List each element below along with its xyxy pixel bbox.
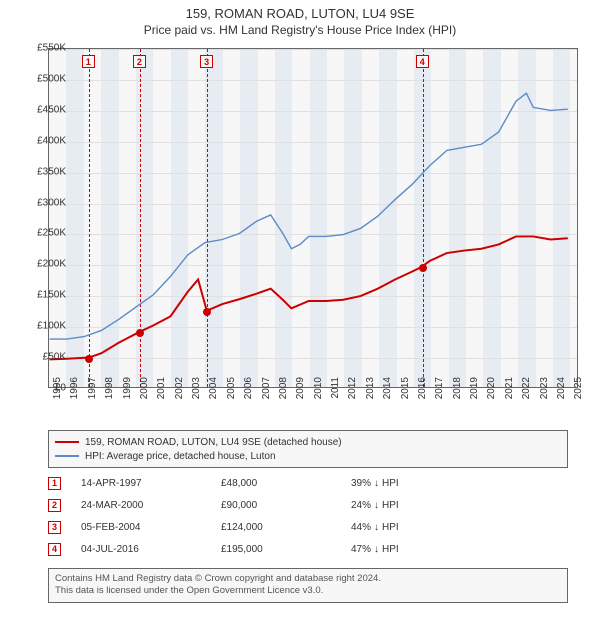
x-tick-label: 2006 bbox=[243, 377, 254, 407]
x-tick-label: 2000 bbox=[139, 377, 150, 407]
sale-diff-4: 47%↓HPI bbox=[351, 544, 471, 555]
sale-diff-1: 39%↓HPI bbox=[351, 478, 471, 489]
sale-dot bbox=[419, 264, 427, 272]
x-tick-label: 2005 bbox=[226, 377, 237, 407]
title-line-2: Price paid vs. HM Land Registry's House … bbox=[0, 23, 600, 37]
sale-dot bbox=[136, 329, 144, 337]
x-tick-label: 2022 bbox=[521, 377, 532, 407]
sale-dot bbox=[203, 308, 211, 316]
x-tick-label: 2004 bbox=[208, 377, 219, 407]
x-tick-label: 2019 bbox=[469, 377, 480, 407]
legend-label-property: 159, ROMAN ROAD, LUTON, LU4 9SE (detache… bbox=[85, 437, 342, 448]
plot-area: 1 2 3 4 bbox=[48, 48, 578, 388]
sale-marker-4: 4 bbox=[48, 543, 61, 556]
x-tick-label: 2011 bbox=[330, 377, 341, 407]
x-tick-label: 1995 bbox=[52, 377, 63, 407]
sale-marker-1: 1 bbox=[48, 477, 61, 490]
y-tick-label: £50K bbox=[22, 352, 66, 363]
sale-event-marker: 3 bbox=[200, 55, 213, 68]
x-tick-label: 1996 bbox=[69, 377, 80, 407]
series-property bbox=[50, 236, 568, 359]
sale-date-3: 05-FEB-2004 bbox=[81, 522, 221, 533]
x-tick-label: 2020 bbox=[486, 377, 497, 407]
sale-row-1: 1 14-APR-1997 £48,000 39%↓HPI bbox=[48, 472, 568, 494]
x-tick-label: 2008 bbox=[278, 377, 289, 407]
x-tick-label: 2015 bbox=[400, 377, 411, 407]
y-tick-label: £250K bbox=[22, 228, 66, 239]
x-tick-label: 2010 bbox=[313, 377, 324, 407]
x-tick-label: 1997 bbox=[87, 377, 98, 407]
sale-diff-2: 24%↓HPI bbox=[351, 500, 471, 511]
chart-title-block: 159, ROMAN ROAD, LUTON, LU4 9SE Price pa… bbox=[0, 0, 600, 37]
x-tick-label: 2009 bbox=[295, 377, 306, 407]
sale-row-2: 2 24-MAR-2000 £90,000 24%↓HPI bbox=[48, 494, 568, 516]
x-tick-label: 2007 bbox=[261, 377, 272, 407]
sale-diff-3: 44%↓HPI bbox=[351, 522, 471, 533]
x-tick-label: 2001 bbox=[156, 377, 167, 407]
sale-event-marker: 1 bbox=[82, 55, 95, 68]
y-tick-label: £100K bbox=[22, 321, 66, 332]
attribution-line-2: This data is licensed under the Open Gov… bbox=[55, 585, 561, 597]
y-tick-label: £400K bbox=[22, 135, 66, 146]
sale-row-4: 4 04-JUL-2016 £195,000 47%↓HPI bbox=[48, 538, 568, 560]
y-tick-label: £300K bbox=[22, 197, 66, 208]
x-tick-label: 2012 bbox=[347, 377, 358, 407]
y-tick-label: £150K bbox=[22, 290, 66, 301]
sale-date-1: 14-APR-1997 bbox=[81, 478, 221, 489]
sale-dot bbox=[85, 355, 93, 363]
legend-item-property: 159, ROMAN ROAD, LUTON, LU4 9SE (detache… bbox=[55, 435, 561, 449]
x-tick-label: 1998 bbox=[104, 377, 115, 407]
legend-item-hpi: HPI: Average price, detached house, Luto… bbox=[55, 449, 561, 463]
title-line-1: 159, ROMAN ROAD, LUTON, LU4 9SE bbox=[0, 6, 600, 21]
x-tick-label: 1999 bbox=[122, 377, 133, 407]
sale-price-4: £195,000 bbox=[221, 544, 351, 555]
sale-event-marker: 4 bbox=[416, 55, 429, 68]
x-tick-label: 2025 bbox=[573, 377, 584, 407]
y-tick-label: £500K bbox=[22, 73, 66, 84]
y-tick-label: £350K bbox=[22, 166, 66, 177]
sale-date-4: 04-JUL-2016 bbox=[81, 544, 221, 555]
x-tick-label: 2003 bbox=[191, 377, 202, 407]
sale-price-2: £90,000 bbox=[221, 500, 351, 511]
x-tick-label: 2018 bbox=[452, 377, 463, 407]
x-tick-label: 2014 bbox=[382, 377, 393, 407]
x-tick-label: 2017 bbox=[434, 377, 445, 407]
legend-swatch-hpi bbox=[55, 455, 79, 457]
legend-swatch-property bbox=[55, 441, 79, 443]
x-tick-label: 2013 bbox=[365, 377, 376, 407]
sale-date-2: 24-MAR-2000 bbox=[81, 500, 221, 511]
y-tick-label: £550K bbox=[22, 43, 66, 54]
legend-label-hpi: HPI: Average price, detached house, Luto… bbox=[85, 451, 276, 462]
y-tick-label: £450K bbox=[22, 104, 66, 115]
attribution-line-1: Contains HM Land Registry data © Crown c… bbox=[55, 573, 561, 585]
series-hpi bbox=[50, 93, 568, 339]
y-tick-label: £200K bbox=[22, 259, 66, 270]
x-tick-label: 2016 bbox=[417, 377, 428, 407]
sale-marker-3: 3 bbox=[48, 521, 61, 534]
attribution-box: Contains HM Land Registry data © Crown c… bbox=[48, 568, 568, 603]
sales-table: 1 14-APR-1997 £48,000 39%↓HPI 2 24-MAR-2… bbox=[48, 472, 568, 560]
x-tick-label: 2023 bbox=[539, 377, 550, 407]
sale-row-3: 3 05-FEB-2004 £124,000 44%↓HPI bbox=[48, 516, 568, 538]
x-tick-label: 2021 bbox=[504, 377, 515, 407]
sale-event-marker: 2 bbox=[133, 55, 146, 68]
sale-price-1: £48,000 bbox=[221, 478, 351, 489]
x-tick-label: 2024 bbox=[556, 377, 567, 407]
sale-price-3: £124,000 bbox=[221, 522, 351, 533]
x-tick-label: 2002 bbox=[174, 377, 185, 407]
legend: 159, ROMAN ROAD, LUTON, LU4 9SE (detache… bbox=[48, 430, 568, 468]
line-layer bbox=[49, 49, 577, 387]
sale-marker-2: 2 bbox=[48, 499, 61, 512]
